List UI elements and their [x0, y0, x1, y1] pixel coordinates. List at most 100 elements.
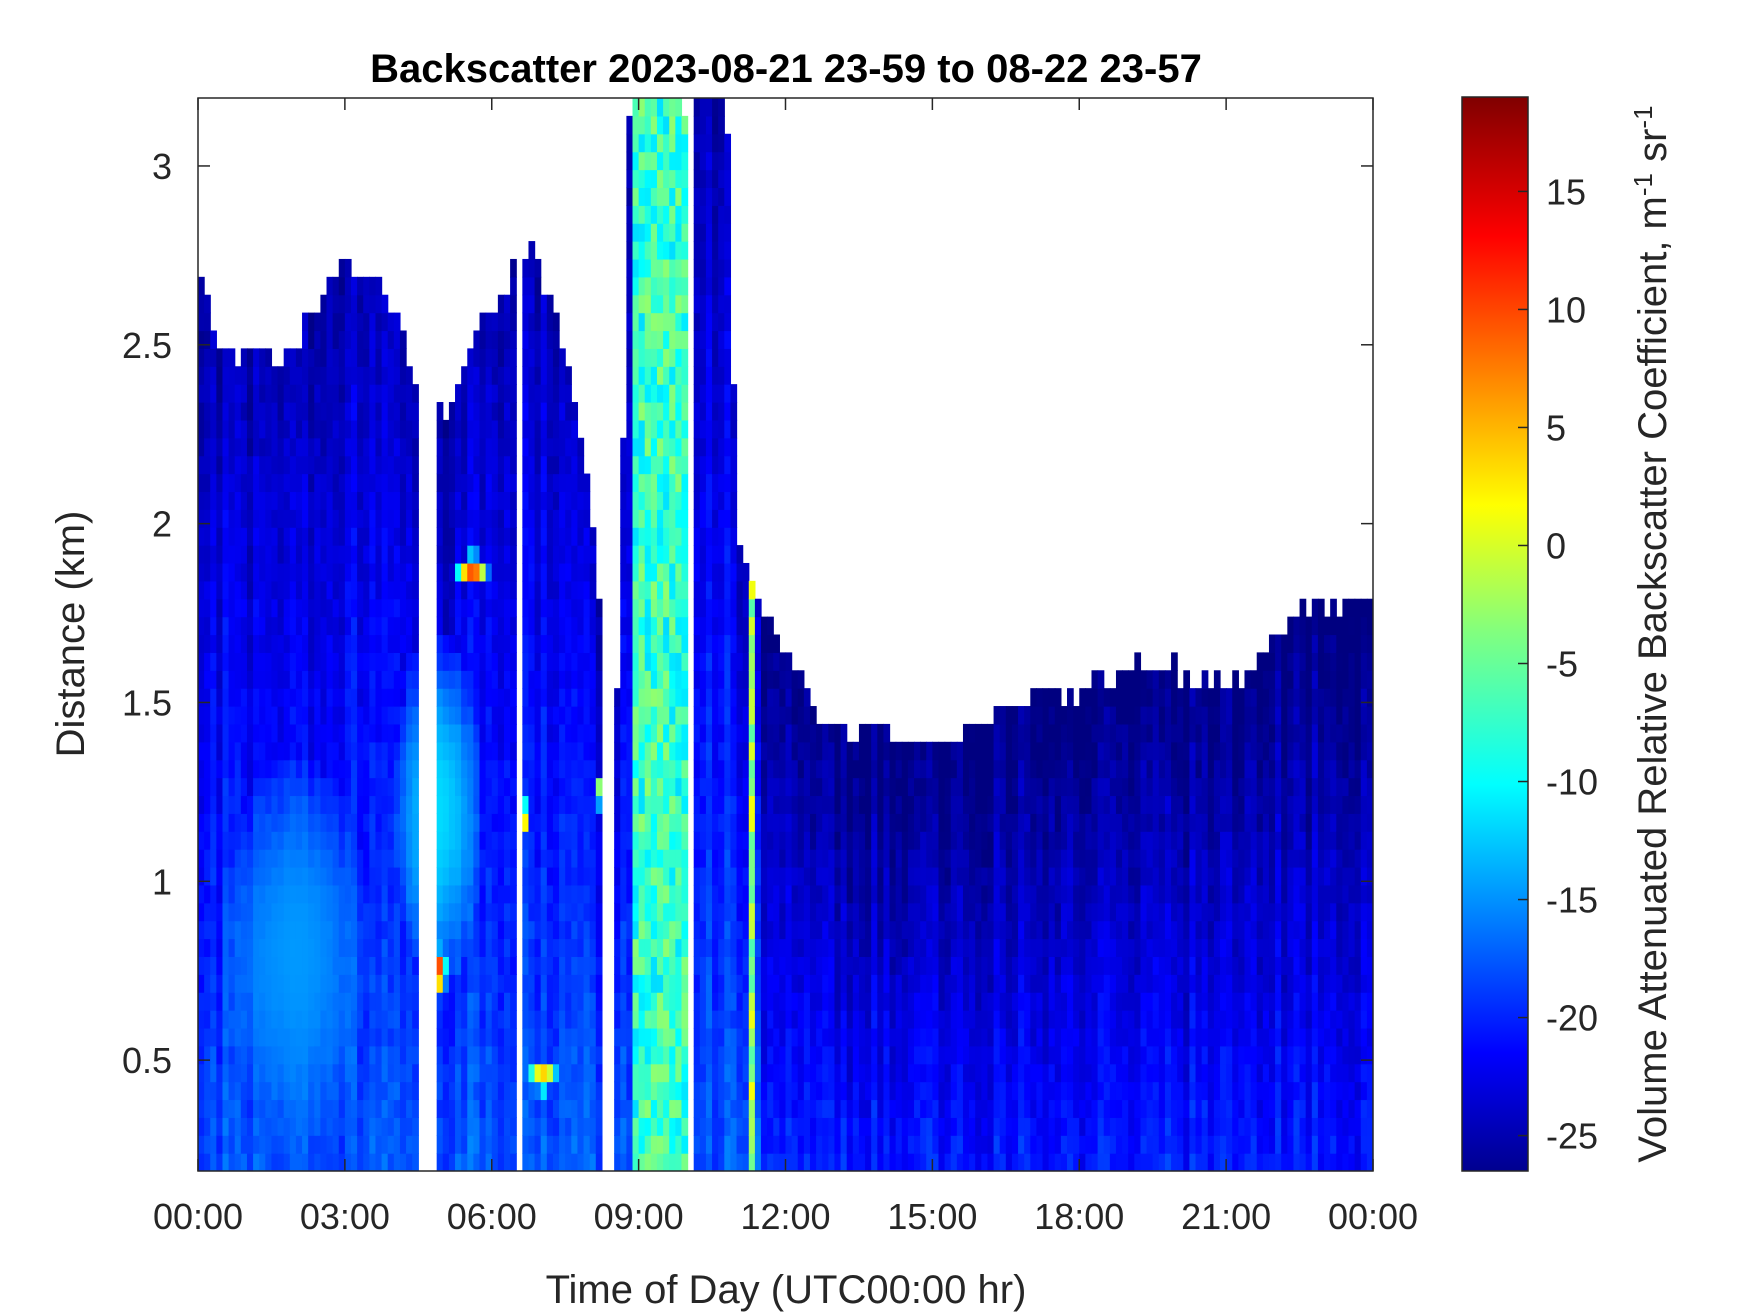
heatmap-cell [528, 884, 536, 904]
heatmap-cell [228, 527, 236, 546]
heatmap-cell [669, 598, 676, 618]
heatmap-cell [809, 759, 817, 779]
heatmap-cell [669, 455, 676, 475]
heatmap-cell [656, 1027, 664, 1047]
heatmap-cell [571, 437, 579, 457]
heatmap-cell [577, 1063, 585, 1083]
heatmap-cell [889, 920, 897, 940]
heatmap-cell [497, 1099, 505, 1118]
heatmap-cell [399, 688, 407, 707]
heatmap-cell [265, 419, 273, 439]
heatmap-cell [736, 938, 744, 957]
heatmap-cell [656, 992, 664, 1011]
heatmap-cell [571, 706, 579, 725]
heatmap-cell [308, 527, 315, 546]
heatmap-cell [803, 1027, 811, 1047]
heatmap-cell [338, 902, 346, 922]
heatmap-cell [675, 723, 683, 743]
heatmap-cell [326, 652, 334, 671]
heatmap-cell [699, 402, 707, 421]
heatmap-cell [693, 795, 701, 814]
heatmap-cell [791, 884, 799, 904]
heatmap-cell [669, 509, 676, 528]
heatmap-cell [956, 866, 964, 886]
heatmap-cell [265, 598, 273, 618]
heatmap-cell [546, 348, 554, 367]
heatmap-cell [350, 938, 358, 957]
heatmap-cell [656, 241, 664, 260]
heatmap-cell [889, 849, 897, 868]
heatmap-cell [222, 849, 230, 868]
heatmap-cell [338, 562, 346, 582]
heatmap-cell [577, 706, 585, 725]
heatmap-cell [393, 509, 401, 528]
heatmap-cell [663, 133, 670, 153]
heatmap-cell [308, 402, 315, 421]
heatmap-cell [344, 1081, 352, 1101]
heatmap-cell [375, 1099, 383, 1118]
heatmap-cell [265, 1027, 273, 1047]
heatmap-cell [259, 884, 266, 904]
heatmap-cell [626, 652, 634, 671]
heatmap-cell [375, 1135, 383, 1154]
heatmap-cell [889, 1135, 897, 1154]
heatmap-cell [816, 974, 823, 993]
heatmap-cell [320, 616, 328, 636]
heatmap-cell [834, 1010, 842, 1029]
heatmap-cell [595, 688, 603, 707]
heatmap-cell [901, 1135, 909, 1154]
heatmap-cell [448, 1027, 456, 1047]
heatmap-cell [809, 920, 817, 940]
heatmap-cell [675, 777, 683, 797]
heatmap-cell [803, 849, 811, 868]
heatmap-cell [491, 920, 499, 940]
heatmap-cell [589, 741, 597, 761]
heatmap-cell [803, 956, 811, 975]
heatmap-cell [571, 884, 579, 904]
heatmap-cell [381, 741, 389, 761]
heatmap-cell [363, 1153, 370, 1171]
heatmap-cell [455, 723, 462, 743]
heatmap-cell [669, 1010, 676, 1029]
heatmap-cell [638, 723, 646, 743]
heatmap-cell [375, 670, 383, 689]
heatmap-cell [442, 723, 450, 743]
heatmap-cell [289, 527, 297, 546]
heatmap-cell [491, 312, 499, 332]
heatmap-cell [473, 1081, 481, 1101]
heatmap-cell [920, 1117, 927, 1136]
heatmap-cell [240, 920, 248, 940]
heatmap-cell [583, 831, 591, 850]
heatmap-cell [540, 330, 548, 349]
heatmap-cell [485, 1045, 493, 1065]
heatmap-cell [571, 1081, 579, 1101]
heatmap-cell [712, 402, 719, 421]
heatmap-cell [626, 1045, 634, 1065]
heatmap-cell [253, 384, 260, 403]
heatmap-cell [803, 920, 811, 940]
heatmap-cell [669, 366, 676, 385]
heatmap-cell [216, 902, 224, 922]
heatmap-cell [840, 1081, 848, 1101]
heatmap-cell [265, 1045, 273, 1065]
heatmap-cell [399, 831, 407, 850]
heatmap-cell [503, 884, 511, 904]
heatmap-cell [638, 527, 646, 546]
heatmap-cell [675, 1045, 683, 1065]
heatmap-cell [338, 688, 346, 707]
heatmap-cell [381, 866, 389, 886]
heatmap-cell [369, 1081, 377, 1101]
heatmap-cell [932, 759, 940, 779]
heatmap-cell [473, 616, 481, 636]
heatmap-cell [656, 276, 664, 296]
heatmap-cell [393, 437, 401, 457]
heatmap-cell [332, 938, 340, 957]
heatmap-cell [614, 706, 621, 725]
heatmap-cell [332, 294, 340, 314]
heatmap-cell [718, 1027, 725, 1047]
heatmap-cell [675, 187, 683, 206]
heatmap-cell [510, 330, 517, 349]
heatmap-cell [828, 1063, 836, 1083]
heatmap-cell [632, 956, 640, 975]
heatmap-cell [210, 1081, 217, 1101]
